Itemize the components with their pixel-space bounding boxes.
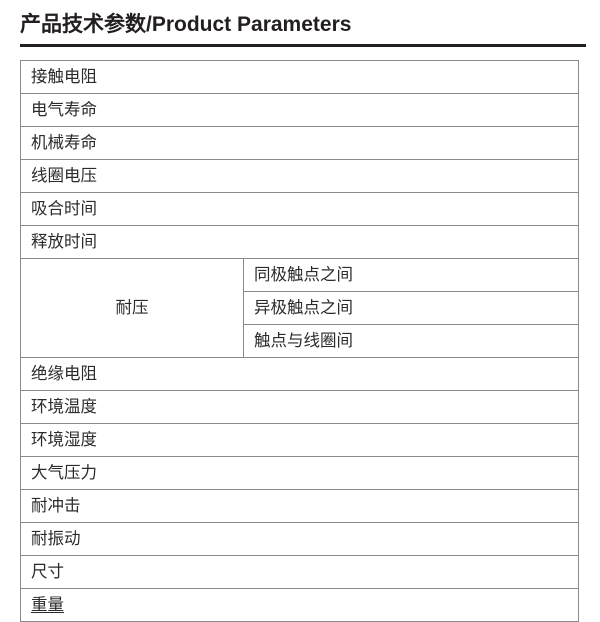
table-row: 机械寿命 ≥107（频率300次/分钟） (20, 126, 579, 160)
table-row-withstand-1: 耐压 同极触点之间 1000VAC/1min(漏电流 1mA) (20, 258, 579, 358)
withstand-sub-label: 异极触点之间 (243, 291, 579, 325)
table-row-withstand-3: 触点与线圈间 1500VAC/1min(漏电流 1mA) (21, 324, 579, 358)
row-label: 绝缘电阻 (20, 357, 579, 391)
withstand-group-label: 耐压 (20, 258, 244, 358)
table-row: 电气寿命 ≥105（频率1s通，1s断） (20, 93, 579, 127)
table-row: 线圈电压 DC:6 - 220V AC:6-380V (20, 159, 579, 193)
table-row: 绝缘电阻 ≥100MΩ(500VDC) (20, 357, 579, 391)
table-row: 释放时间 ≤10ms (20, 225, 579, 259)
table-row-withstand-2: 异极触点之间 1000VAC/1min(漏电流 1mA) (21, 291, 579, 325)
title-underline-rule (20, 44, 586, 47)
row-label: 耐振动 (20, 522, 579, 556)
row-label: 重量 (20, 588, 579, 622)
row-label: 环境温度 (20, 390, 579, 424)
row-label: 吸合时间 (20, 192, 579, 226)
table-row: 环境温度 -55℃ ~ +70℃(不冷凝) (20, 390, 579, 424)
specification-table-body: 接触电阻 ≤100mΩ 电气寿命 ≥105（频率1s通，1s断） 机械寿命 ≥1… (20, 60, 579, 622)
row-label: 尺寸 (20, 555, 579, 589)
specification-table: 接触电阻 ≤100mΩ 电气寿命 ≥105（频率1s通，1s断） 机械寿命 ≥1… (20, 60, 579, 622)
row-label: 环境湿度 (20, 423, 579, 457)
row-label: 机械寿命 (20, 126, 579, 160)
withstand-sub-label: 同极触点之间 (243, 258, 579, 292)
row-label: 大气压力 (20, 456, 579, 490)
row-label: 耐冲击 (20, 489, 579, 523)
row-label: 电气寿命 (20, 93, 579, 127)
row-label: 接触电阻 (20, 60, 579, 94)
table-row: 尺寸 27.3 ✕ 21 ✕ 36.5mm (20, 555, 579, 589)
table-row: 耐冲击 10G(正弦波半脉冲：11ms) (20, 489, 579, 523)
withstand-sub-label: 触点与线圈间 (243, 324, 579, 358)
table-row: 大气压力 86 ~ 106KPa (20, 456, 579, 490)
page-title: 产品技术参数/Product Parameters (20, 13, 352, 36)
row-label: 线圈电压 (20, 159, 579, 193)
table-row: 重量 约65g (20, 588, 579, 622)
table-row: 接触电阻 ≤100mΩ (20, 60, 579, 94)
table-row: 吸合时间 ≤15ms (20, 192, 579, 226)
table-row: 环境湿度 35% ~ 80%RH (20, 423, 579, 457)
product-parameters-page: 产品技术参数/Product Parameters 接触电阻 ≤100mΩ 电气… (20, 10, 586, 622)
heading-block: 产品技术参数/Product Parameters (20, 10, 586, 47)
row-label: 释放时间 (20, 225, 579, 259)
table-row: 耐振动 10-55Hz 双振幅：1.5mm (20, 522, 579, 556)
